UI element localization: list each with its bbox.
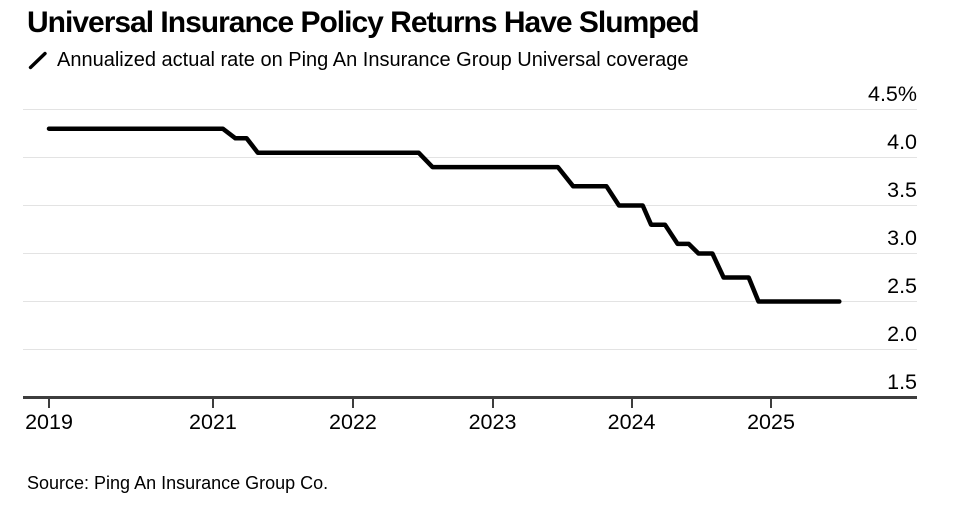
source-note: Source: Ping An Insurance Group Co. xyxy=(27,473,329,493)
y-axis-label: 3.0 xyxy=(887,225,917,250)
y-axis-label: 1.5 xyxy=(887,369,917,394)
y-axis-label: 4.5% xyxy=(867,81,917,106)
legend: Annualized actual rate on Ping An Insura… xyxy=(28,49,689,72)
x-axis-tick xyxy=(211,399,214,408)
gridline xyxy=(23,108,917,111)
chart-title: Universal Insurance Policy Returns Have … xyxy=(27,6,700,39)
x-axis-tick xyxy=(48,399,50,408)
x-axis-label: 2025 xyxy=(747,410,795,434)
chart-canvas xyxy=(46,126,842,304)
gridline xyxy=(23,252,917,255)
x-axis-label: 2021 xyxy=(189,410,237,434)
y-axis-label: 2.5 xyxy=(887,273,917,298)
x-axis-label: 2022 xyxy=(329,410,377,434)
gridline xyxy=(23,348,917,351)
x-axis-tick xyxy=(351,399,354,408)
x-axis-label: 2023 xyxy=(468,410,517,434)
x-axis-baseline xyxy=(23,396,917,399)
x-axis-label: 2019 xyxy=(25,410,73,434)
y-axis-label: 3.5 xyxy=(887,177,917,202)
series-line xyxy=(46,126,842,304)
x-axis-tick xyxy=(770,399,772,408)
gridline xyxy=(23,300,917,303)
legend-label: Annualized actual rate on Ping An Insura… xyxy=(57,49,689,71)
gridline xyxy=(23,204,917,207)
x-axis-tick xyxy=(491,399,494,408)
y-axis-label: 2.0 xyxy=(887,321,917,346)
x-axis-tick xyxy=(630,399,633,408)
series-line-icon xyxy=(28,51,47,70)
x-axis-label: 2024 xyxy=(607,410,656,434)
gridline xyxy=(23,156,917,159)
chart-area: 4.5% 4.0 3.5 3.0 2.5 2.0 1.5 2019 2021 2022 2023 20… xyxy=(23,82,917,434)
y-axis-label: 4.0 xyxy=(887,129,917,154)
